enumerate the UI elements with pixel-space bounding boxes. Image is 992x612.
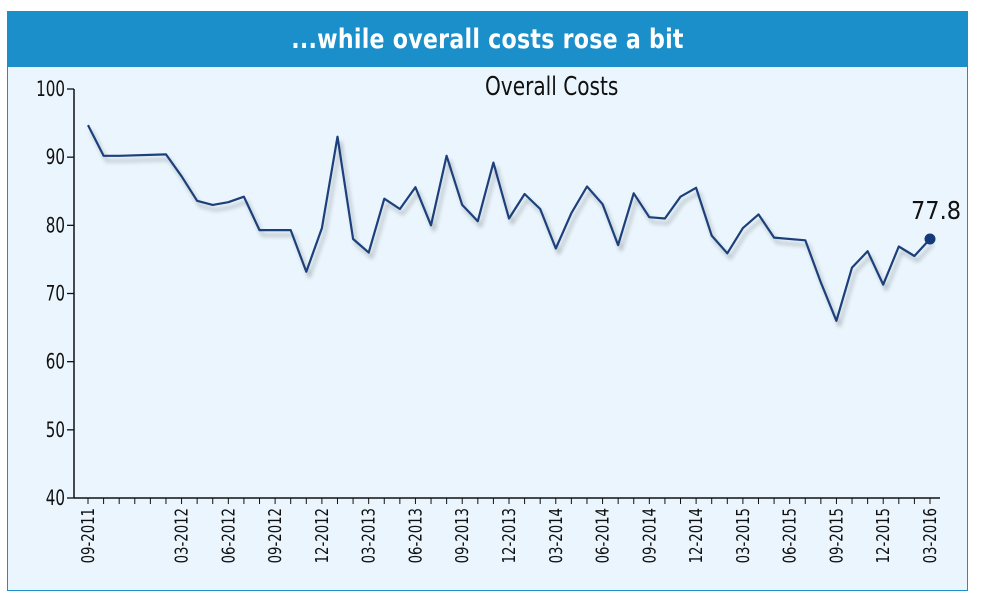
y-tick-label: 100 <box>36 77 65 101</box>
x-tick-label: 03-2014 <box>545 508 566 563</box>
last-data-point <box>924 233 936 245</box>
x-tick-label: 06-2012 <box>218 508 239 563</box>
x-tick-label: 12-2012 <box>311 508 332 563</box>
x-tick-label: 09-2013 <box>452 508 473 563</box>
x-tick-label: 06-2013 <box>405 508 426 563</box>
x-tick-label: 12-2014 <box>686 508 707 563</box>
x-tick-label: 03-2013 <box>358 508 379 563</box>
axes <box>73 89 940 499</box>
series-group: 77.8 <box>87 124 961 322</box>
y-tick-label: 60 <box>46 350 65 374</box>
x-tick-label: 03-2012 <box>171 508 192 563</box>
legend: Overall Costs <box>394 70 618 101</box>
y-tick-label: 80 <box>46 214 65 238</box>
x-tick-label: 09-2012 <box>265 508 286 563</box>
chart-frame <box>7 11 968 591</box>
x-tick-label: 09-2015 <box>826 508 847 563</box>
x-tick-label: 03-2016 <box>920 508 941 563</box>
x-tick-label: 06-2014 <box>592 508 613 563</box>
data-label-last: 77.8 <box>911 196 961 225</box>
x-axis: 09-2011 03-2012 06-2012 09-2012 12-2012 03-20… <box>78 498 941 563</box>
y-tick-label: 50 <box>46 418 65 442</box>
x-tick-label: 09-2014 <box>639 508 660 563</box>
x-tick-label: 12-2015 <box>873 508 894 563</box>
y-tick-label: 90 <box>46 145 65 169</box>
y-tick-label: 40 <box>46 486 65 510</box>
x-tick-label: 06-2015 <box>779 508 800 563</box>
chart-title: ...while overall costs rose a bit <box>291 24 684 55</box>
x-tick-label: 03-2015 <box>732 508 753 563</box>
legend-label: Overall Costs <box>485 70 618 101</box>
x-tick-label: 12-2013 <box>499 508 520 563</box>
series-line-overall-costs <box>87 124 931 322</box>
y-tick-label: 70 <box>46 282 65 306</box>
x-tick-label: 09-2011 <box>78 508 99 563</box>
title-banner: ...while overall costs rose a bit <box>7 11 968 67</box>
y-axis: 40 50 60 70 80 90 100 <box>36 77 74 511</box>
